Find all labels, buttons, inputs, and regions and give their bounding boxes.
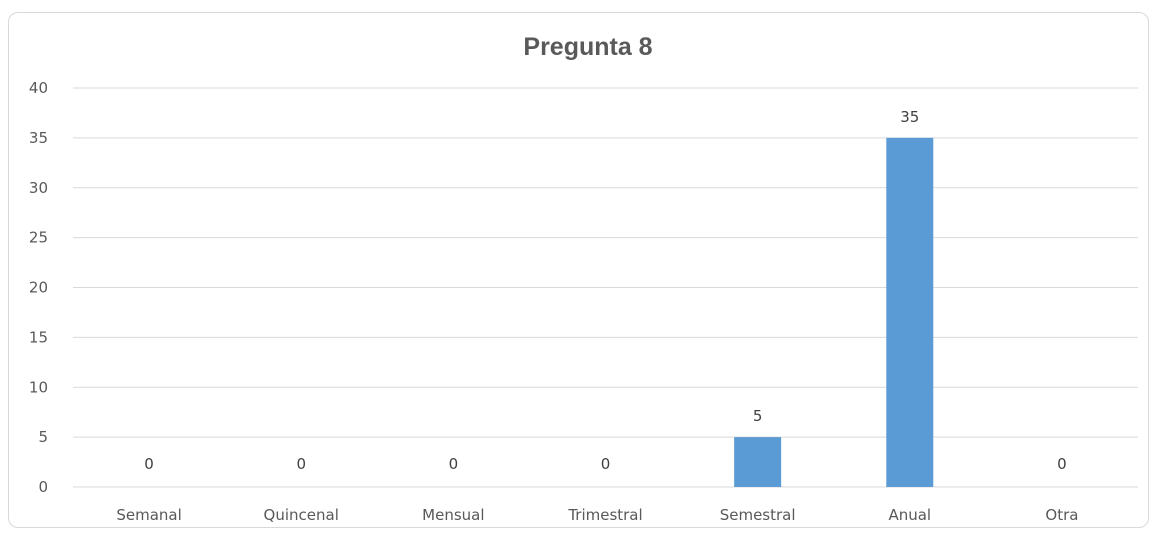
gridlines — [73, 87, 1138, 488]
data-label: 0 — [1057, 455, 1067, 473]
bars — [734, 137, 934, 487]
x-tick-label: Otra — [1045, 506, 1078, 524]
x-tick-label: Mensual — [422, 506, 484, 524]
x-tick-label: Semanal — [116, 506, 181, 524]
x-tick-label: Anual — [888, 506, 931, 524]
y-tick-label: 40 — [29, 79, 48, 97]
data-label: 0 — [296, 455, 306, 473]
chart-title: Pregunta 8 — [523, 33, 652, 61]
y-tick-label: 35 — [29, 129, 48, 147]
y-tick-label: 5 — [38, 428, 48, 446]
data-label: 5 — [753, 407, 763, 425]
y-axis-tick-labels: 0 5 10 15 20 25 30 35 40 — [29, 79, 48, 496]
data-label: 0 — [449, 455, 459, 473]
data-label: 0 — [144, 455, 154, 473]
y-tick-label: 15 — [29, 328, 48, 346]
data-label: 35 — [900, 108, 919, 126]
data-labels: 0 0 0 0 5 35 0 — [144, 108, 1066, 473]
x-tick-label: Trimestral — [567, 506, 642, 524]
y-tick-label: 0 — [38, 478, 48, 496]
bar-semestral — [734, 437, 782, 487]
y-tick-label: 10 — [29, 378, 48, 396]
y-tick-label: 20 — [29, 279, 48, 297]
y-tick-label: 25 — [29, 229, 48, 247]
x-tick-label: Semestral — [720, 506, 796, 524]
bar-anual — [886, 137, 934, 487]
chart-frame — [8, 12, 1149, 528]
x-tick-label: Quincenal — [264, 506, 339, 524]
y-tick-label: 30 — [29, 179, 48, 197]
x-axis-tick-labels: Semanal Quincenal Mensual Trimestral Semestr… — [116, 506, 1078, 524]
data-label: 0 — [601, 455, 611, 473]
